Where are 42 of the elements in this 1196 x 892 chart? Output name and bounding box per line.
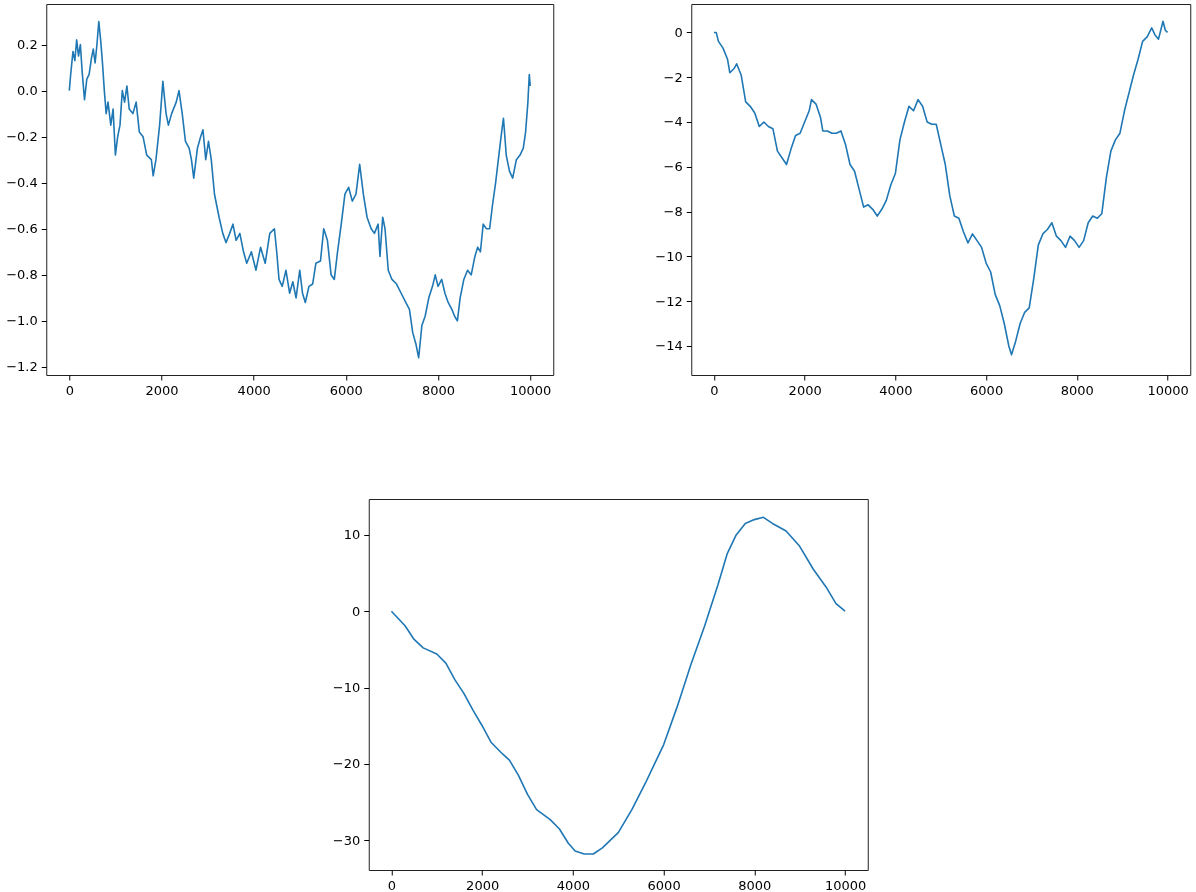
y-tick-label: −2 [663, 69, 683, 85]
y-tick-label: 0.0 [17, 83, 38, 99]
y-tick-label: 0.2 [17, 37, 38, 53]
y-tick-label: −14 [655, 338, 683, 354]
x-tick-label: 2000 [145, 382, 179, 398]
y-tick-label: −0.4 [6, 175, 38, 191]
y-tick-label: −0.2 [6, 129, 38, 145]
x-tick-label: 6000 [970, 382, 1004, 398]
y-tick-label: −10 [655, 248, 683, 264]
x-tick-label: 6000 [647, 877, 681, 892]
line-series [390, 516, 846, 855]
x-tick-label: 8000 [1060, 382, 1094, 398]
y-tick-label: −1.2 [6, 359, 38, 375]
x-tick-label: 2000 [466, 877, 500, 892]
x-tick-label: 6000 [329, 382, 363, 398]
y-tick-label: −1.0 [6, 313, 38, 329]
x-tick-label: 8000 [421, 382, 456, 398]
x-tick-label: 10000 [510, 382, 552, 398]
y-tick-label: −30 [332, 832, 361, 848]
y-tick-label: 0 [351, 603, 361, 619]
x-tick-label: 4000 [879, 382, 913, 398]
x-tick-label: 10000 [1147, 382, 1189, 398]
x-tick-label: 4000 [556, 877, 590, 892]
y-tick-label: 0 [674, 24, 683, 40]
y-tick-label: −6 [663, 159, 683, 175]
x-tick-label: 0 [710, 382, 719, 398]
y-tick-label: −12 [655, 293, 683, 309]
y-tick-label: 10 [343, 527, 361, 543]
y-tick-label: −8 [663, 204, 683, 220]
x-tick-label: 10000 [824, 877, 867, 892]
line-series [713, 20, 1169, 356]
y-tick-label: −0.6 [6, 221, 38, 237]
x-tick-label: 0 [387, 877, 397, 892]
y-tick-label: −4 [663, 114, 683, 130]
y-tick-label: −0.8 [6, 267, 38, 283]
x-tick-label: 4000 [237, 382, 271, 398]
y-tick-label: −10 [332, 680, 361, 696]
x-tick-label: 2000 [788, 382, 822, 398]
line-series [68, 20, 531, 359]
y-tick-label: −20 [332, 756, 361, 772]
x-tick-label: 0 [65, 382, 74, 398]
x-tick-label: 8000 [738, 877, 772, 892]
